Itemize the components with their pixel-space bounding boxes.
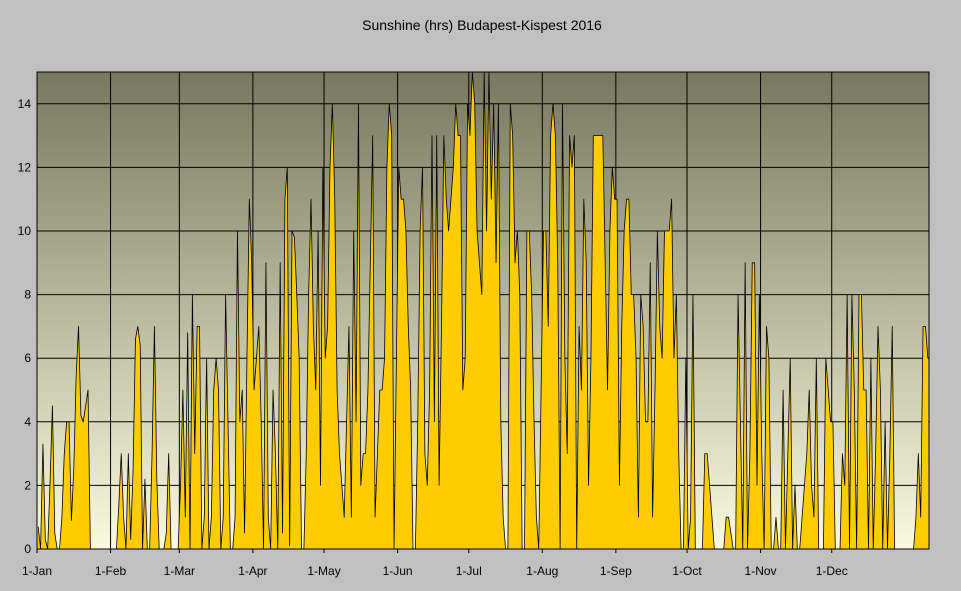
x-tick-label: 1-Jul [456, 564, 482, 578]
plot-border [36, 71, 930, 550]
x-tick-label: 1-Mar [164, 564, 195, 578]
x-tick-label: 1-May [307, 564, 340, 578]
y-tick-label: 14 [18, 97, 32, 111]
y-tick-label: 10 [18, 224, 32, 238]
y-tick-label: 12 [18, 160, 32, 174]
y-tick-label: 0 [24, 542, 31, 556]
x-tick-label: 1-Jan [22, 564, 52, 578]
x-tick-label: 1-Aug [526, 564, 558, 578]
y-tick-label: 8 [24, 288, 31, 302]
y-axis: 0 2 4 6 8 10 12 14 [18, 97, 32, 556]
y-tick-label: 6 [24, 351, 31, 365]
x-tick-label: 1-Dec [816, 564, 848, 578]
x-tick-label: 1-Apr [238, 564, 267, 578]
y-tick-label: 4 [24, 415, 31, 429]
x-tick-label: 1-Sep [600, 564, 632, 578]
x-tick-label: 1-Feb [95, 564, 127, 578]
x-tick-label: 1-Oct [672, 564, 702, 578]
x-tick-label: 1-Jun [383, 564, 413, 578]
y-tick-label: 2 [24, 478, 31, 492]
sunshine-area [37, 72, 929, 549]
x-axis: 1-Jan 1-Feb 1-Mar 1-Apr 1-May 1-Jun 1-Jul 1-Aug… [22, 549, 848, 578]
chart-title: Sunshine (hrs) Budapest-Kispest 2016 [362, 17, 602, 33]
x-tick-label: 1-Nov [745, 564, 777, 578]
